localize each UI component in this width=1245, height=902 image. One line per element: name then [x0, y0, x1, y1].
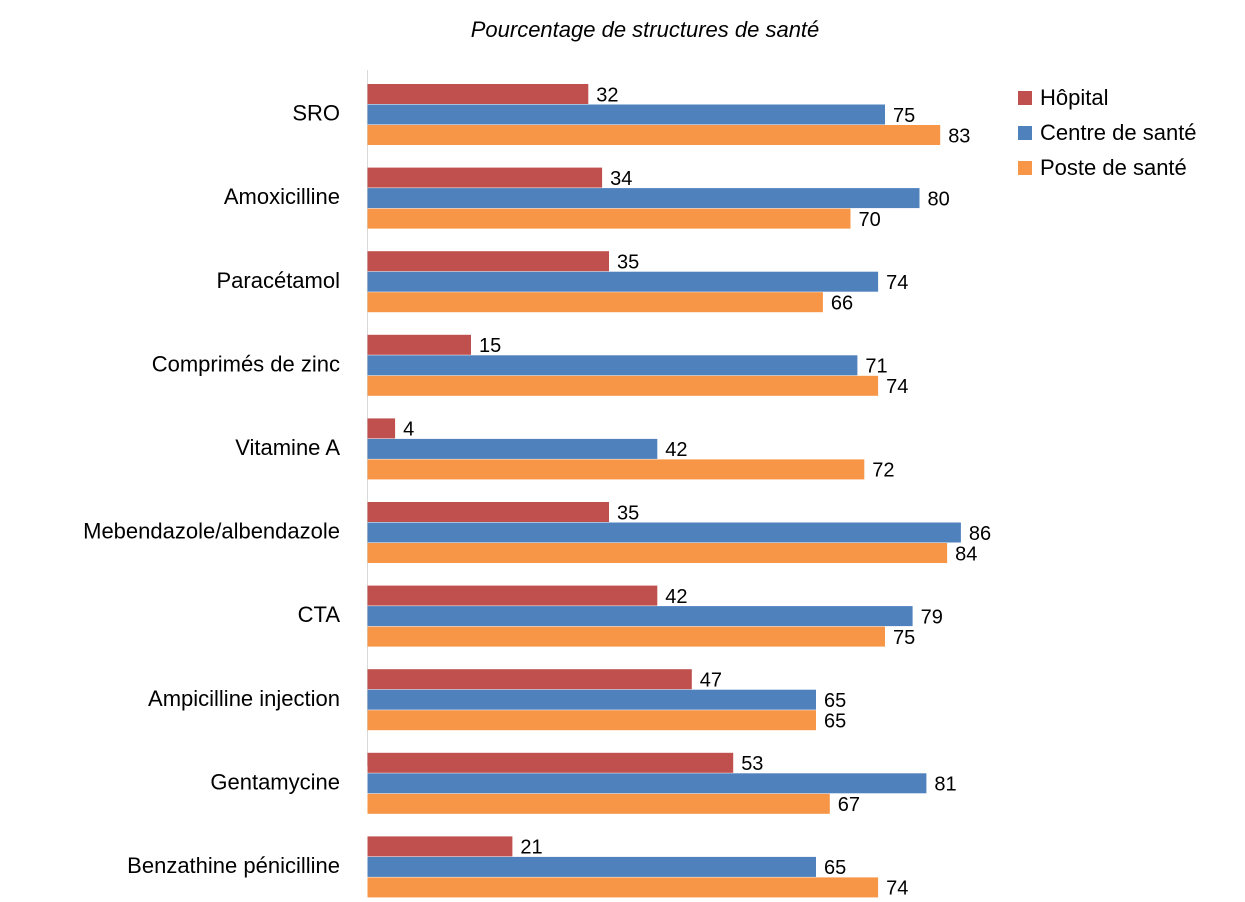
bar: [367, 292, 823, 313]
bar: [367, 418, 396, 439]
bar: [367, 271, 879, 292]
category-label: SRO: [292, 101, 340, 126]
value-label: 67: [838, 794, 860, 816]
legend-swatch: [1018, 161, 1032, 175]
value-label: 70: [859, 209, 881, 231]
value-label: 81: [934, 774, 956, 796]
bar: [367, 522, 961, 543]
category-label: Vitamine A: [235, 435, 340, 460]
bar: [367, 167, 603, 188]
bar: [367, 877, 879, 898]
bar: [367, 856, 816, 877]
bar: [367, 104, 885, 125]
bar: [367, 334, 471, 355]
value-label: 53: [741, 753, 763, 775]
bar: [367, 355, 858, 376]
value-label: 35: [617, 502, 639, 524]
bar: [367, 543, 948, 563]
value-label: 75: [893, 105, 915, 127]
value-label: 71: [865, 356, 887, 378]
bar: [367, 459, 865, 480]
category-label: Mebendazole/albendazole: [83, 519, 340, 544]
value-label: 75: [893, 627, 915, 649]
value-label: 65: [824, 710, 846, 732]
bar: [367, 188, 920, 209]
bar: [367, 585, 658, 606]
value-label: 74: [886, 878, 908, 900]
value-label: 15: [479, 335, 501, 357]
legend-swatch: [1018, 91, 1032, 105]
bar: [367, 793, 830, 814]
value-label: 74: [886, 272, 908, 294]
bar: [367, 208, 851, 229]
value-label: 80: [928, 188, 950, 210]
value-label: 35: [617, 251, 639, 273]
value-label: 84: [955, 543, 977, 565]
bar: [367, 773, 927, 794]
legend-label: Poste de santé: [1040, 155, 1187, 180]
category-label: CTA: [298, 602, 341, 627]
value-label: 47: [700, 669, 722, 691]
value-label: 34: [610, 168, 632, 190]
category-label: Paracétamol: [216, 268, 340, 293]
value-label: 66: [831, 292, 853, 314]
bar: [367, 689, 816, 710]
bar: [367, 669, 692, 690]
value-label: 86: [969, 523, 991, 545]
bar: [367, 752, 734, 773]
bar: [367, 606, 913, 627]
bar: [367, 502, 609, 522]
value-label: 83: [948, 125, 970, 147]
category-label: Ampicilline injection: [148, 686, 340, 711]
category-label: Amoxicilline: [224, 184, 340, 209]
value-label: 65: [824, 857, 846, 879]
value-label: 79: [921, 606, 943, 628]
bar: [367, 438, 658, 459]
bar: [367, 836, 513, 857]
value-label: 65: [824, 690, 846, 712]
value-label: 21: [520, 837, 542, 859]
legend-label: Hôpital: [1040, 85, 1108, 110]
legend-swatch: [1018, 126, 1032, 140]
value-label: 4: [403, 419, 414, 441]
category-label: Gentamycine: [210, 769, 340, 794]
bar: [367, 251, 609, 272]
bar: [367, 710, 816, 731]
legend-label: Centre de santé: [1040, 120, 1197, 145]
value-label: 42: [665, 586, 687, 608]
chart-title: Pourcentage de structures de santé: [471, 17, 820, 42]
bar: [367, 125, 941, 145]
value-label: 74: [886, 376, 908, 398]
value-label: 72: [872, 460, 894, 482]
category-label: Comprimés de zinc: [152, 351, 340, 376]
bar: [367, 84, 589, 104]
value-label: 42: [665, 439, 687, 461]
value-label: 32: [596, 84, 618, 106]
bar: [367, 375, 879, 396]
category-label: Benzathine pénicilline: [127, 853, 340, 878]
bar: [367, 626, 885, 647]
